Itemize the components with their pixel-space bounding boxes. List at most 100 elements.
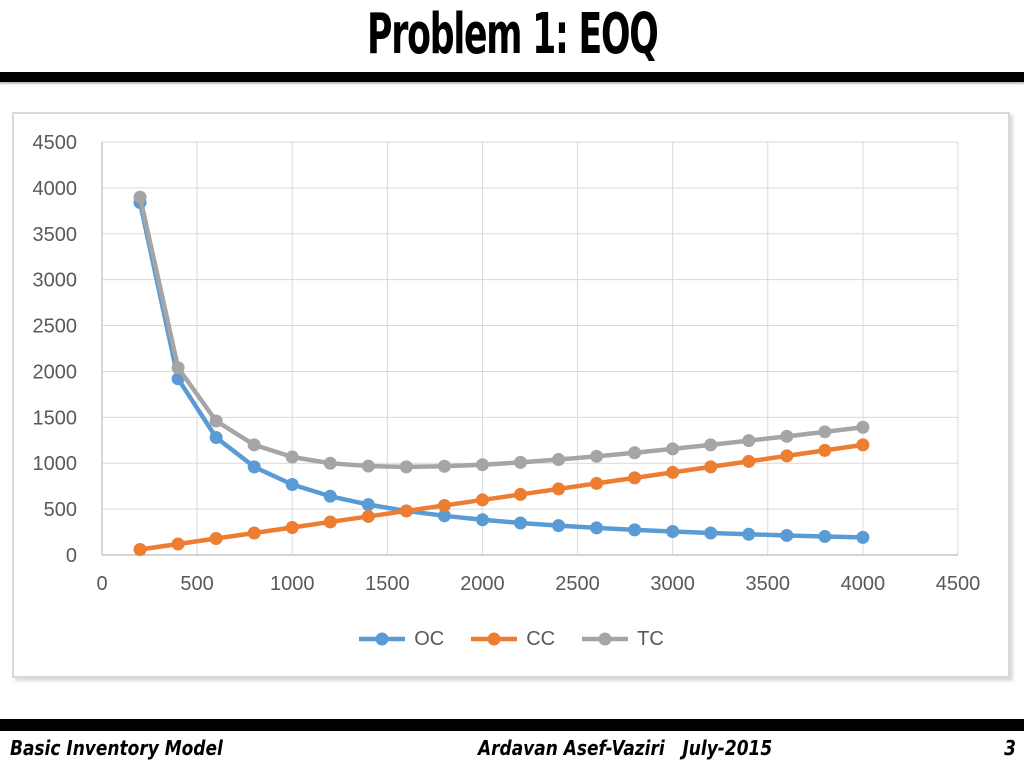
series-marker-tc <box>628 446 642 460</box>
footer-author-date: Ardavan Asef-Vaziri July-2015 <box>478 736 773 760</box>
series-marker-oc <box>590 521 604 535</box>
series-marker-tc <box>590 449 604 463</box>
series-marker-cc <box>818 443 832 457</box>
x-tick-label: 0 <box>96 573 107 595</box>
series-marker-oc <box>475 513 489 527</box>
y-tick-label: 1500 <box>33 407 78 429</box>
y-tick-label: 1000 <box>33 453 78 475</box>
series-marker-oc <box>742 527 756 541</box>
series-marker-cc <box>628 471 642 485</box>
series-marker-cc <box>171 537 185 551</box>
x-tick-label: 4500 <box>936 573 981 595</box>
series-marker-cc <box>475 493 489 507</box>
y-tick-label: 4000 <box>33 178 78 200</box>
x-tick-label: 3000 <box>650 573 695 595</box>
series-marker-cc <box>323 515 337 529</box>
series-marker-tc <box>171 361 185 375</box>
series-marker-oc <box>247 460 261 474</box>
series-marker-tc <box>552 453 566 467</box>
legend-item-tc: TC <box>581 626 664 652</box>
series-marker-oc <box>513 516 527 530</box>
series-marker-oc <box>666 525 680 539</box>
legend-item-oc: OC <box>358 626 444 652</box>
series-marker-cc <box>552 482 566 496</box>
series-line-oc <box>137 200 866 540</box>
series-marker-tc <box>361 459 375 473</box>
legend-marker-icon <box>359 632 406 646</box>
series-line-tc <box>137 194 866 470</box>
legend-item-cc: CC <box>470 626 555 652</box>
header-divider-bar <box>0 72 1024 82</box>
series-marker-cc <box>133 542 147 556</box>
series-marker-tc <box>818 425 832 439</box>
series-marker-tc <box>742 434 756 448</box>
page-title-wrap: Problem 1: EOQ <box>0 6 1024 64</box>
series-marker-tc <box>437 459 451 473</box>
y-tick-label: 3500 <box>33 224 78 246</box>
y-tick-label: 0 <box>66 545 77 567</box>
series-marker-tc <box>133 190 147 204</box>
legend-marker-icon <box>471 632 518 646</box>
series-marker-cc <box>513 487 527 501</box>
legend-label-oc: OC <box>414 628 445 650</box>
y-tick-label: 4500 <box>33 132 78 154</box>
legend-dot <box>598 632 612 646</box>
x-tick-label: 2000 <box>460 573 505 595</box>
series-marker-tc <box>666 442 680 456</box>
series-marker-oc <box>361 498 375 512</box>
series-marker-tc <box>285 450 299 464</box>
series-marker-tc <box>856 420 870 434</box>
legend-dot <box>487 632 501 646</box>
series-marker-tc <box>513 455 527 469</box>
footer-page-number: 3 <box>1004 736 1016 760</box>
series-marker-oc <box>818 529 832 543</box>
x-tick-label: 2500 <box>555 573 600 595</box>
legend-marker-icon <box>582 632 629 646</box>
series-marker-tc <box>475 458 489 472</box>
series-marker-oc <box>628 523 642 537</box>
footer-course-title: Basic Inventory Model <box>10 736 223 760</box>
series-marker-tc <box>704 438 718 452</box>
legend-dot <box>375 632 389 646</box>
series-marker-tc <box>399 460 413 474</box>
series-marker-cc <box>361 509 375 523</box>
series-marker-cc <box>285 520 299 534</box>
series-marker-oc <box>437 509 451 523</box>
series-marker-tc <box>780 429 794 443</box>
series-marker-oc <box>285 478 299 492</box>
series-marker-cc <box>704 460 718 474</box>
y-tick-label: 2000 <box>33 361 78 383</box>
series-marker-oc <box>323 489 337 503</box>
series-marker-tc <box>323 456 337 470</box>
series-marker-oc <box>856 530 870 544</box>
y-tick-label: 2500 <box>33 316 78 338</box>
series-marker-cc <box>209 531 223 545</box>
legend-label-tc: TC <box>637 628 664 650</box>
series-marker-cc <box>856 438 870 452</box>
page-title: Problem 1: EOQ <box>366 2 659 67</box>
y-tick-label: 3000 <box>33 270 78 292</box>
legend-label-cc: CC <box>526 628 556 650</box>
series-marker-cc <box>399 504 413 518</box>
series-marker-cc <box>780 449 794 463</box>
series-marker-cc <box>666 465 680 479</box>
series-marker-oc <box>780 528 794 542</box>
x-tick-label: 1000 <box>270 573 315 595</box>
series-marker-oc <box>552 519 566 533</box>
series-marker-tc <box>209 414 223 428</box>
chart-container: 0 500 1000 1500 2000 2500 3000 3500 4000 4500 0 500… <box>12 112 1010 678</box>
x-tick-label: 3500 <box>746 573 791 595</box>
series-marker-oc <box>209 431 223 445</box>
x-tick-label: 1500 <box>365 573 410 595</box>
x-tick-label: 4000 <box>841 573 886 595</box>
series-marker-cc <box>247 526 261 540</box>
series-marker-cc <box>437 498 451 512</box>
series-marker-cc <box>590 476 604 490</box>
chart-legend: OC CC TC <box>14 626 1008 652</box>
eoq-line-chart: 0 500 1000 1500 2000 2500 3000 3500 4000 4500 0 500… <box>33 132 981 595</box>
footer-divider-bar <box>0 719 1024 731</box>
series-marker-tc <box>247 438 261 452</box>
series-marker-oc <box>704 526 718 540</box>
series-marker-cc <box>742 454 756 468</box>
y-tick-label: 500 <box>44 499 77 521</box>
